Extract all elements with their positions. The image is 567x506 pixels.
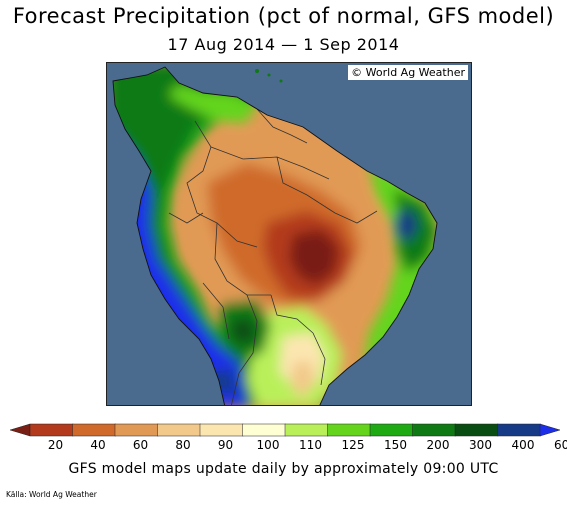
source-label: Källa: World Ag Weather bbox=[6, 490, 97, 499]
color-scale-cell bbox=[327, 423, 371, 437]
color-scale-cell bbox=[454, 423, 499, 437]
coastline bbox=[112, 66, 438, 405]
color-scale-cell bbox=[539, 423, 560, 437]
color-scale-tick-label: 400 bbox=[511, 438, 535, 452]
copyright-label: © World Ag Weather bbox=[348, 65, 468, 80]
color-scale-tick-label: 20 bbox=[47, 438, 64, 452]
color-scale-cell bbox=[199, 423, 244, 437]
color-scale-cell bbox=[497, 423, 541, 437]
precipitation-map: © World Ag Weather bbox=[106, 62, 472, 406]
islands bbox=[255, 69, 283, 83]
color-scale-cell bbox=[157, 423, 201, 437]
color-scale-tick-label: 90 bbox=[217, 438, 234, 452]
color-scale-tick-label: 300 bbox=[469, 438, 492, 452]
color-scale-cell bbox=[114, 423, 159, 437]
color-scale-cell bbox=[10, 423, 31, 437]
color-scale-tick-label: 600 bbox=[554, 438, 567, 452]
color-scale bbox=[10, 423, 560, 437]
color-scale-tick-label: 125 bbox=[341, 438, 365, 452]
map-title: Forecast Precipitation (pct of normal, G… bbox=[12, 4, 555, 28]
color-scale-tick-label: 80 bbox=[175, 438, 191, 452]
color-scale-tick-label: 200 bbox=[426, 438, 450, 452]
color-scale-tick-label: 60 bbox=[132, 438, 149, 452]
color-scale-cell bbox=[29, 423, 74, 437]
update-note: GFS model maps update daily by approxima… bbox=[68, 461, 499, 477]
color-scale-cell bbox=[284, 423, 329, 437]
color-scale-cell bbox=[412, 423, 456, 437]
color-scale-cell bbox=[72, 423, 116, 437]
color-scale-tick-label: 40 bbox=[90, 438, 106, 452]
color-scale-tick-label: 100 bbox=[256, 438, 280, 452]
color-scale-tick-label: 110 bbox=[299, 438, 322, 452]
color-scale-cell bbox=[369, 423, 414, 437]
color-scale-cell bbox=[242, 423, 286, 437]
color-scale-ticks: 20 40 60 80 90 100 110 125 150 200 300 400 600 bbox=[0, 438, 567, 454]
south-america-map bbox=[107, 63, 471, 405]
color-scale-tick-label: 150 bbox=[384, 438, 407, 452]
date-range: 17 Aug 2014 — 1 Sep 2014 bbox=[167, 35, 400, 54]
